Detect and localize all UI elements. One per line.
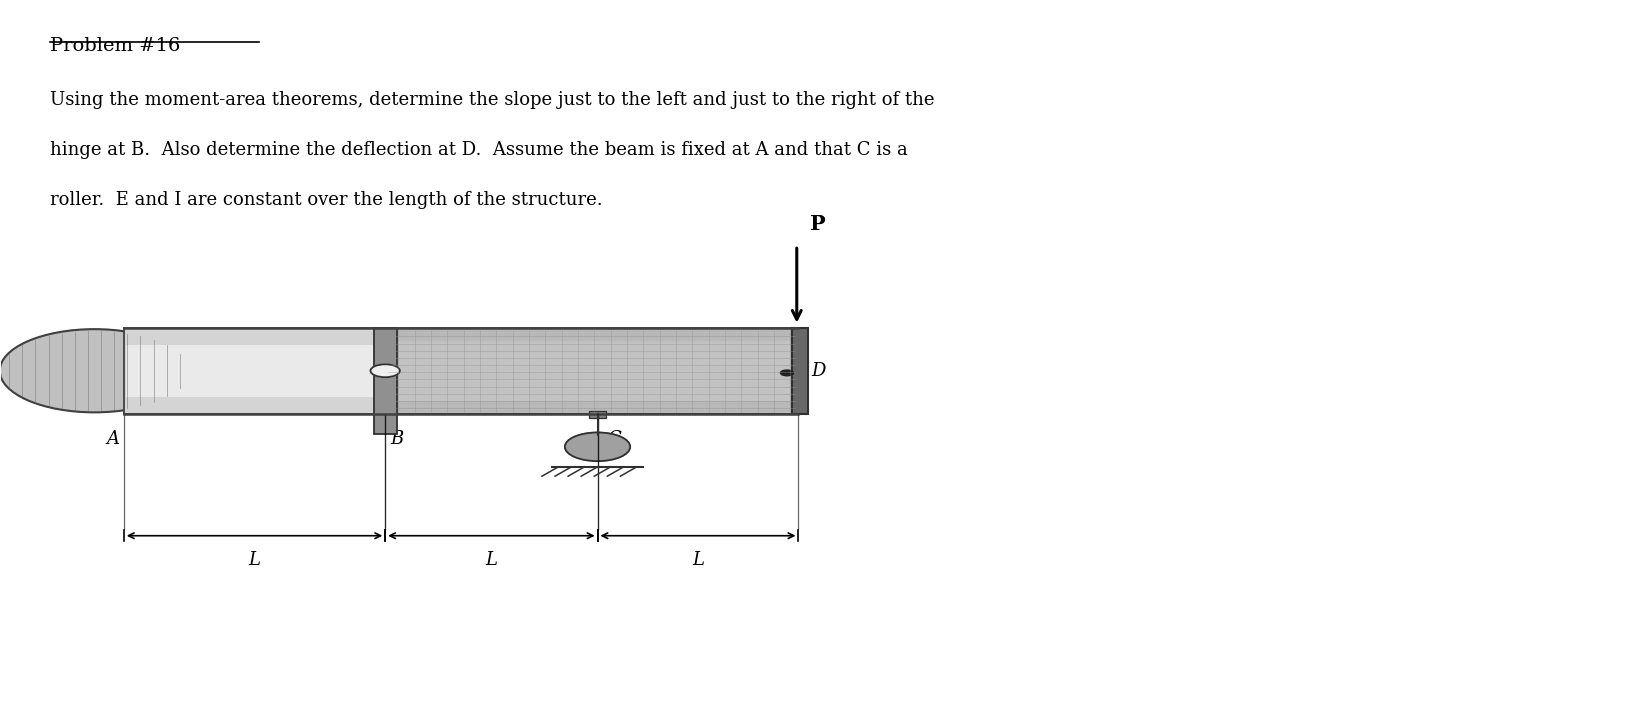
Bar [124,328,384,414]
Text: A: A [106,430,119,448]
Bar [126,345,383,397]
Text: L: L [249,552,260,570]
Circle shape [370,364,399,377]
Text: D: D [811,361,826,379]
Text: roller.  E and I are constant over the length of the structure.: roller. E and I are constant over the le… [51,192,604,210]
Circle shape [0,329,190,413]
Bar [373,328,396,434]
Circle shape [780,370,793,376]
Text: hinge at B.  Also determine the deflection at D.  Assume the beam is fixed at A : hinge at B. Also determine the deflectio… [51,141,908,159]
Bar [792,328,808,414]
Bar [388,341,795,401]
Bar [384,328,798,414]
Text: P: P [810,215,826,235]
Text: L: L [486,552,497,570]
Text: C: C [607,430,622,448]
Bar [589,411,605,418]
Text: L: L [692,552,703,570]
Text: Using the moment-area theorems, determine the slope just to the left and just to: Using the moment-area theorems, determin… [51,91,934,109]
Circle shape [564,433,630,461]
Text: B: B [389,430,404,448]
Text: Problem #16: Problem #16 [51,37,180,55]
